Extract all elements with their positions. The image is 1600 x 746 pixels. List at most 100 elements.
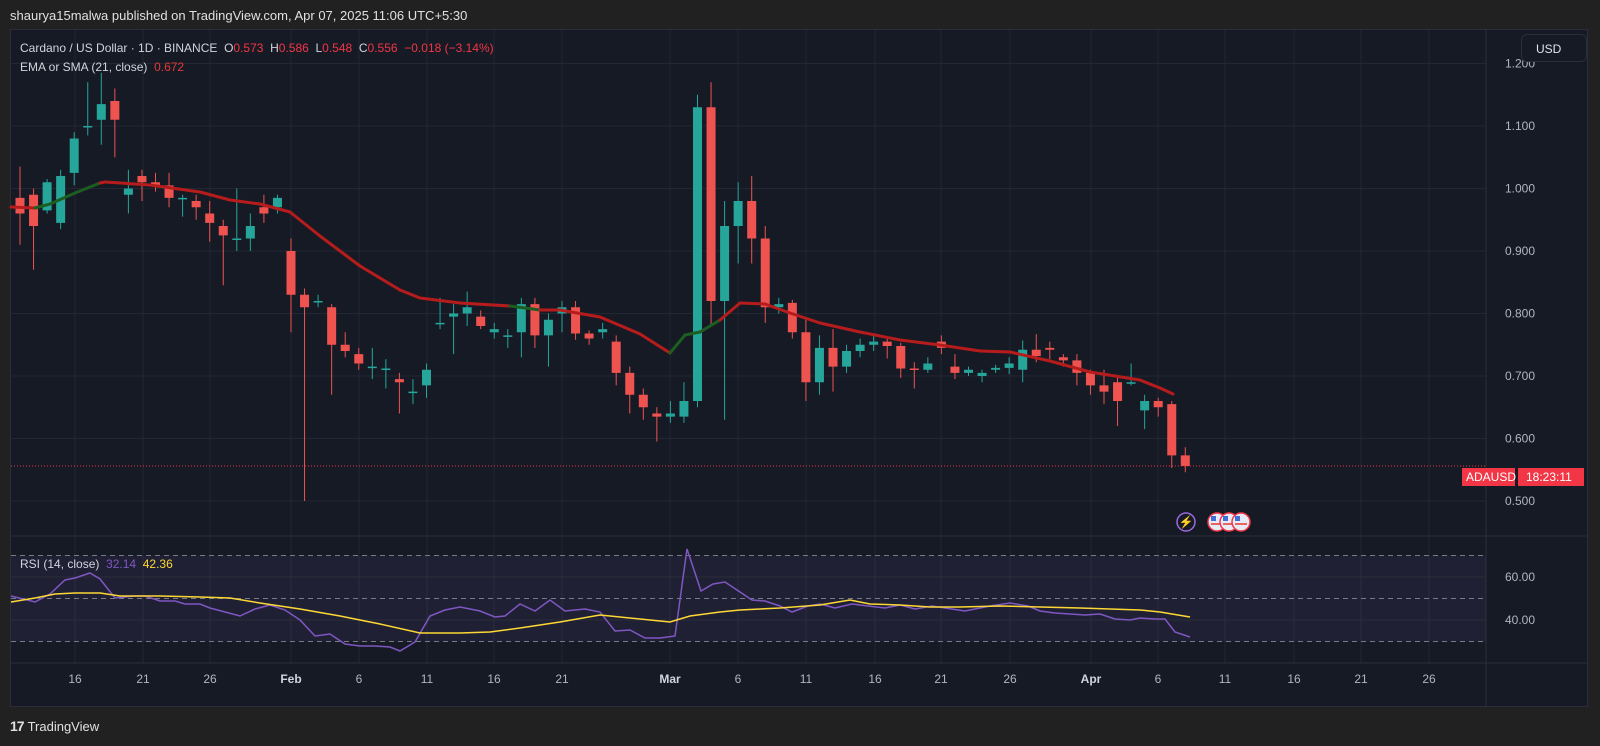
candle-body[interactable] <box>774 304 784 308</box>
ema-line[interactable] <box>258 202 292 214</box>
rsi-label[interactable]: RSI (14, close) <box>20 557 100 571</box>
ema-line[interactable] <box>508 304 542 312</box>
ema-line[interactable] <box>358 264 402 292</box>
candle-body[interactable] <box>1167 404 1177 456</box>
chart-frame[interactable] <box>10 29 1588 707</box>
us-flag-event-icon[interactable] <box>1231 512 1251 532</box>
candle-body[interactable] <box>137 176 147 183</box>
candle-body[interactable] <box>720 226 730 301</box>
candle-body[interactable] <box>123 188 133 195</box>
ema-line[interactable] <box>788 311 822 325</box>
candle-body[interactable] <box>625 372 635 395</box>
candle-body[interactable] <box>286 251 296 295</box>
candle-body[interactable] <box>652 413 662 417</box>
candle-body[interactable] <box>29 194 39 226</box>
candle-body[interactable] <box>842 351 852 367</box>
ema-line[interactable] <box>698 318 722 334</box>
candle-body[interactable] <box>178 197 188 200</box>
ema-line[interactable] <box>638 332 672 355</box>
ema-line[interactable] <box>228 198 262 206</box>
candle-body[interactable] <box>950 366 960 373</box>
candle-body[interactable] <box>1153 401 1163 408</box>
candle-body[interactable] <box>435 322 445 325</box>
candle-body[interactable] <box>706 107 716 301</box>
ema-line[interactable] <box>668 333 687 355</box>
ema-line[interactable] <box>73 181 102 195</box>
candle-body[interactable] <box>245 226 255 239</box>
candle-body[interactable] <box>69 138 79 173</box>
candle-body[interactable] <box>869 341 879 345</box>
ema-line[interactable] <box>418 296 462 305</box>
ema-line[interactable] <box>9 205 37 210</box>
candle-body[interactable] <box>1099 385 1109 392</box>
candle-body[interactable] <box>449 313 459 317</box>
ema-line[interactable] <box>148 183 202 194</box>
candle-body[interactable] <box>530 304 540 336</box>
candle-body[interactable] <box>584 333 594 339</box>
ema-line[interactable] <box>318 234 362 268</box>
candle-body[interactable] <box>340 344 350 351</box>
lightning-event-icon[interactable] <box>1176 512 1196 532</box>
ema-line[interactable] <box>738 301 767 306</box>
ema-line[interactable] <box>458 301 512 308</box>
candle-body[interactable] <box>503 335 513 337</box>
candle-body[interactable] <box>151 182 160 186</box>
candle-body[interactable] <box>164 185 174 198</box>
candle-body[interactable] <box>747 201 757 239</box>
candle-body[interactable] <box>814 347 824 383</box>
ema-line[interactable] <box>558 308 602 319</box>
candle-body[interactable] <box>462 307 472 314</box>
candle-body[interactable] <box>882 341 892 346</box>
symbol-title[interactable]: Cardano / US Dollar · 1D · BINANCE <box>20 41 218 55</box>
ema-line[interactable] <box>718 301 742 322</box>
candle-body[interactable] <box>516 304 526 333</box>
candle-body[interactable] <box>394 379 404 383</box>
candle-body[interactable] <box>205 213 215 223</box>
candle-body[interactable] <box>923 363 933 370</box>
ema-line[interactable] <box>898 338 942 347</box>
footer-brand[interactable]: 17 TradingView <box>10 718 99 734</box>
candle-body[interactable] <box>42 182 52 211</box>
candle-body[interactable] <box>191 201 201 208</box>
ema-line[interactable] <box>1138 378 1162 390</box>
candle-body[interactable] <box>1031 349 1041 356</box>
candle-body[interactable] <box>354 354 364 364</box>
currency-button[interactable]: USD <box>1521 34 1587 62</box>
candle-body[interactable] <box>232 238 242 241</box>
candle-body[interactable] <box>367 366 377 369</box>
rsi-line[interactable] <box>10 548 1191 652</box>
candle-body[interactable] <box>693 107 702 401</box>
candle-body[interactable] <box>964 369 973 373</box>
candle-body[interactable] <box>313 301 323 303</box>
ema-line[interactable] <box>1158 386 1175 396</box>
candle-body[interactable] <box>272 197 282 208</box>
candle-body[interactable] <box>571 307 581 334</box>
ema-line[interactable] <box>288 210 322 238</box>
candle-body[interactable] <box>1018 349 1028 370</box>
candle-body[interactable] <box>611 341 621 373</box>
candle-body[interactable] <box>1113 382 1123 401</box>
candle-body[interactable] <box>991 367 1001 370</box>
candle-body[interactable] <box>909 368 919 371</box>
candle-body[interactable] <box>1072 360 1082 373</box>
candle-body[interactable] <box>381 368 391 371</box>
candle-body[interactable] <box>1004 363 1014 368</box>
ema-line[interactable] <box>33 202 52 210</box>
ema-line[interactable] <box>103 180 152 187</box>
ema-line[interactable] <box>398 288 422 300</box>
candle-body[interactable] <box>801 332 811 383</box>
candle-body[interactable] <box>489 329 499 333</box>
candle-body[interactable] <box>83 126 93 128</box>
candle-body[interactable] <box>598 329 608 333</box>
ema-line[interactable] <box>683 330 702 337</box>
candle-body[interactable] <box>1140 401 1150 411</box>
ema-line[interactable] <box>858 330 902 342</box>
candle-body[interactable] <box>422 369 431 386</box>
candle-body[interactable] <box>638 394 648 408</box>
candle-body[interactable] <box>476 316 486 326</box>
candle-body[interactable] <box>259 207 269 214</box>
ema-line[interactable] <box>1088 370 1142 382</box>
candle-body[interactable] <box>855 344 865 351</box>
candle-body[interactable] <box>1126 382 1136 384</box>
